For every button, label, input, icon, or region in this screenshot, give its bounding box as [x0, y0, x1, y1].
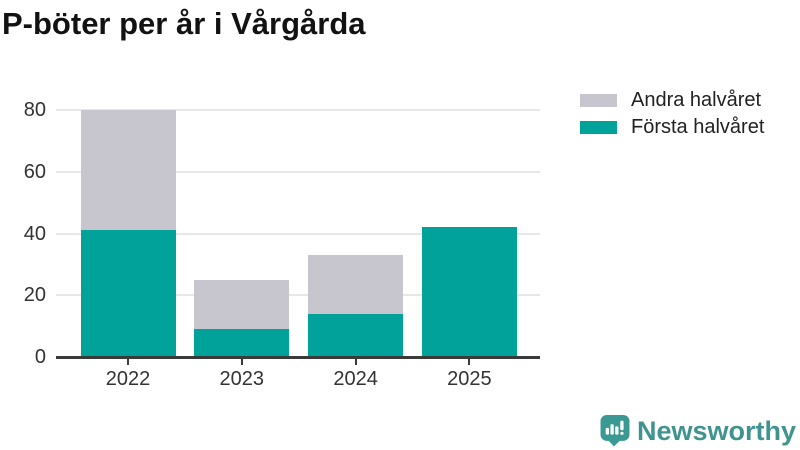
bar-segment-andra-2023 — [194, 279, 290, 330]
bar-segment-andra-2022 — [80, 110, 176, 231]
y-tick-label-60: 60 — [23, 160, 46, 183]
y-tick-label-40: 40 — [23, 222, 46, 245]
legend-item-andra-halvaret: Andra halvåret — [580, 87, 764, 113]
page-title: P-böter per år i Vårgårda — [2, 6, 366, 41]
x-tick-2023 — [240, 359, 243, 365]
x-tick-label-2023: 2023 — [219, 368, 265, 390]
legend-label-forsta-halvaret: Första halvåret — [631, 116, 765, 138]
x-tick-2024 — [354, 359, 357, 365]
newsworthy-logo-text: Newsworthy — [636, 415, 796, 446]
x-tick-label-2022: 2022 — [105, 368, 151, 390]
newsworthy-bubble-icon — [600, 414, 630, 447]
legend-swatch-forsta-halvaret — [580, 120, 617, 134]
x-tick-label-2025: 2025 — [447, 368, 492, 390]
bar-segment-första-2025 — [421, 227, 517, 357]
bar-segment-andra-2024 — [308, 255, 404, 314]
y-tick-label-0: 0 — [34, 346, 46, 368]
y-tick-label-20: 20 — [23, 284, 46, 307]
y-tick-label-80: 80 — [23, 99, 46, 121]
x-tick-2025 — [468, 359, 471, 365]
legend: Andra halvåret Första halvåret — [580, 87, 764, 141]
legend-swatch-andra-halvaret — [580, 93, 617, 107]
gridline-60 — [56, 170, 540, 173]
gridline-80 — [56, 109, 540, 111]
x-tick-label-2024: 2024 — [333, 368, 378, 390]
legend-item-forsta-halvaret: Första halvåret — [580, 114, 764, 140]
newsworthy-logo: Newsworthy — [600, 414, 796, 447]
gridline-40 — [56, 232, 540, 235]
legend-label-andra-halvaret: Andra halvåret — [631, 89, 762, 111]
bar-segment-första-2023 — [194, 329, 290, 357]
bar-segment-första-2022 — [80, 230, 176, 357]
x-axis-line — [56, 356, 540, 359]
gridline-20 — [56, 294, 540, 297]
bar-segment-första-2024 — [308, 313, 404, 357]
x-tick-2022 — [127, 359, 129, 365]
